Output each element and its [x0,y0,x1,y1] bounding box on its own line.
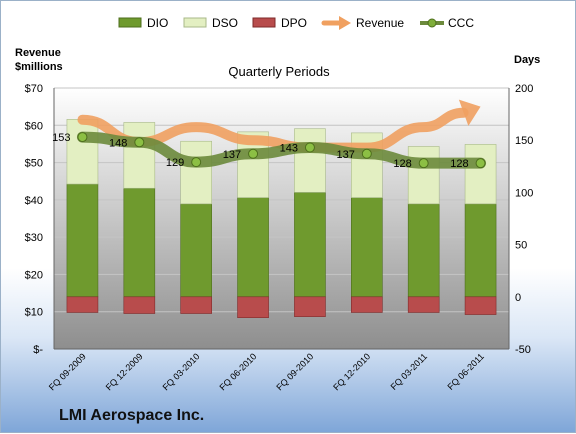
dso-bar [464,144,497,205]
x-category-label: FQ 03-2011 [389,351,430,392]
dpo-bar [123,296,156,314]
right-tick-label: 50 [515,240,527,252]
x-category-label: FQ 09-2010 [274,351,315,392]
x-category-label: FQ 06-2011 [445,351,486,392]
ccc-data-label: 128 [450,158,468,170]
ccc-point [248,148,259,159]
right-axis-title: Days [514,54,540,66]
ccc-data-label: 137 [336,149,354,161]
dpo-bar [407,296,440,313]
legend-dio-swatch [118,17,142,28]
right-axis-ticks: -50 0 50 100 150 200 [515,83,533,356]
ccc-point [304,142,315,153]
x-category-label: FQ 03-2010 [161,351,202,392]
dio-bar [180,203,212,298]
legend-dso-swatch [183,17,207,28]
legend: DIO DSO DPO Revenue CCC [118,16,474,30]
legend-revenue-swatch [321,16,351,30]
left-tick-label: $60 [25,120,43,132]
ccc-point [475,158,486,169]
left-tick-label: $50 [25,158,43,170]
left-tick-label: $- [33,344,43,356]
dio-bar [294,192,326,298]
left-axis-title-line-1: Revenue [15,47,61,59]
ccc-data-label: 153 [52,132,70,144]
dpo-bar [180,296,212,314]
dpo-bar [66,296,99,313]
dio-bar [123,187,156,298]
dso-bar [123,122,156,189]
legend-dpo-swatch [252,17,276,28]
dpo-bar [351,296,383,313]
ccc-series: 153 148 129 137 143 137 128 128 [52,131,487,170]
ccc-point [191,157,202,168]
dpo-bar [294,296,326,317]
legend-dso-label: DSO [212,16,238,30]
ccc-data-label: 143 [280,143,298,155]
dio-bar [66,183,99,298]
x-category-label: FQ 12-2010 [331,351,372,392]
chart-title: Quarterly Periods [228,64,330,79]
dso-bar [180,140,212,205]
left-tick-label: $10 [25,307,43,319]
dpo-bar [237,296,269,318]
right-tick-label: 200 [515,83,533,95]
ccc-point [418,158,429,169]
dpo-bar [464,296,497,315]
ccc-point [361,148,372,159]
x-category-label: FQ 06-2010 [217,351,258,392]
dso-bar [66,119,99,185]
right-tick-label: 150 [515,135,533,147]
ccc-point [134,137,145,148]
legend-ccc-swatch [420,18,444,28]
ccc-data-label: 129 [166,157,184,169]
legend-revenue-label: Revenue [356,16,404,30]
right-tick-label: 100 [515,187,533,199]
dio-bar [407,203,440,298]
dso-bar [407,146,440,205]
right-tick-label: -50 [515,344,531,356]
left-axis-title-line-2: $millions [15,61,63,73]
x-axis-categories: FQ 09-2009 FQ 12-2009 FQ 03-2010 FQ 06-2010… [47,351,486,392]
left-tick-label: $40 [25,195,43,207]
ccc-line [76,131,487,169]
ccc-point [77,132,88,143]
dio-bar [351,197,383,298]
left-axis-ticks: $- $10 $20 $30 $40 $50 $60 $70 [25,83,44,356]
bars [66,119,497,318]
dio-bar [237,197,269,298]
x-category-label: FQ 09-2009 [47,351,88,392]
x-category-label: FQ 12-2009 [104,351,145,392]
dso-bar [294,128,326,193]
ccc-data-label: 148 [109,137,127,149]
dio-bar [464,203,497,298]
company-name: LMI Aerospace Inc. [59,407,205,424]
legend-dpo-label: DPO [281,16,307,30]
ccc-data-label: 137 [223,149,241,161]
ccc-data-label: 128 [393,158,411,170]
legend-dio-label: DIO [147,16,168,30]
left-tick-label: $70 [25,83,43,95]
left-tick-label: $20 [25,269,43,281]
left-tick-label: $30 [25,232,43,244]
right-tick-label: 0 [515,292,521,304]
legend-ccc-label: CCC [448,16,474,30]
revenue-arrowhead [458,99,481,126]
